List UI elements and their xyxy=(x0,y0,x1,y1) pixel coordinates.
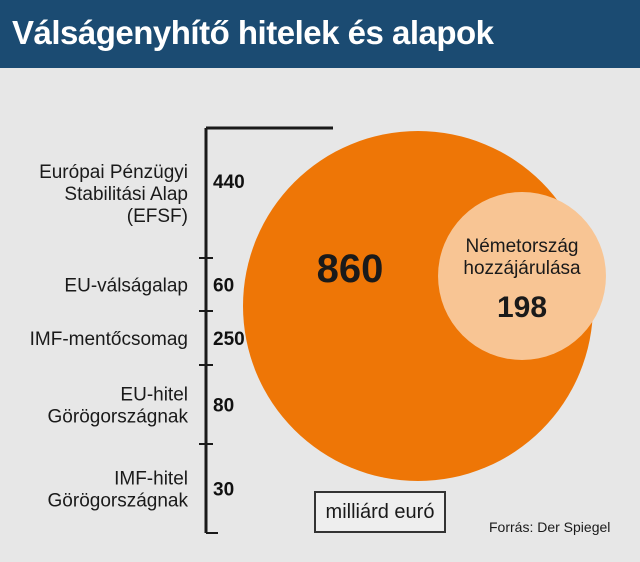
circles: 860 Németország hozzájárulása 198 xyxy=(243,131,606,481)
total-value: 860 xyxy=(317,247,384,291)
category-bracket xyxy=(199,126,333,534)
category-label: Európai Pénzügyi Stabilitási Alap (EFSF) xyxy=(39,162,188,227)
category-label: EU-válságalap xyxy=(64,276,188,297)
source-note: Forrás: Der Spiegel xyxy=(489,519,611,535)
subset-circle xyxy=(438,192,606,360)
category-labels: Európai Pénzügyi Stabilitási Alap (EFSF) 44… xyxy=(30,162,245,512)
category-label: IMF-hitel Görögországnak xyxy=(48,469,189,512)
subset-value: 198 xyxy=(497,291,547,324)
unit-label: milliárd euró xyxy=(314,491,446,533)
chart-canvas: Európai Pénzügyi Stabilitási Alap (EFSF) 44… xyxy=(30,126,606,534)
title-bar: Válságenyhítő hitelek és alapok xyxy=(0,0,640,68)
value-label: 60 xyxy=(213,276,234,297)
value-label: 250 xyxy=(213,329,245,350)
category-label: IMF-mentőcsomag xyxy=(30,329,188,350)
subset-label: Németország hozzájárulása xyxy=(463,236,581,279)
value-label: 30 xyxy=(213,480,234,501)
value-label: 80 xyxy=(213,396,234,417)
chart-title: Válságenyhítő hitelek és alapok xyxy=(12,14,494,51)
value-label: 440 xyxy=(213,172,245,193)
category-label: EU-hitel Görögországnak xyxy=(48,385,189,428)
